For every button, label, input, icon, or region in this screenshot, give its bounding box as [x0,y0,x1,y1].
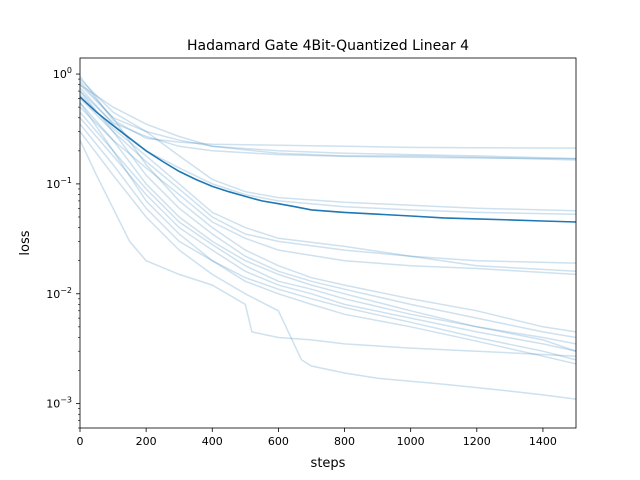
y-axis-label: loss [18,230,33,255]
run-line-13 [80,111,576,352]
run-line-7 [80,97,576,264]
mean-line [80,96,576,223]
run-line-14 [80,117,576,352]
plot-area-frame [79,57,577,429]
x-tick-label: 1400 [529,435,557,448]
run-line-5 [80,78,576,212]
run-line-11 [80,90,576,339]
x-axis-label: steps [311,456,346,471]
x-tick-label: 600 [268,435,289,448]
run-line-16 [80,123,576,365]
run-line-17 [80,139,576,357]
x-tick-label: 0 [77,435,84,448]
run-line-9 [80,102,576,276]
x-tick-label: 1000 [397,435,425,448]
run-line-1 [80,76,576,149]
run-line-3 [80,84,576,161]
run-line-12 [80,106,576,345]
run-line-2 [80,81,576,160]
chart-title: Hadamard Gate 4Bit-Quantized Linear 4 [187,38,469,54]
x-tick-label: 800 [334,435,355,448]
x-tick-label: 1200 [463,435,491,448]
x-tick-label: 400 [202,435,223,448]
run-line-18 [80,131,576,400]
x-axis-ticks: 0 200 400 600 800 1000 1200 1400 [77,428,557,448]
x-tick-label: 200 [136,435,157,448]
run-line-10 [80,84,576,333]
run-line-15 [80,102,576,361]
run-line-4 [80,90,576,160]
run-line-8 [80,94,576,273]
mean-run [80,96,576,223]
